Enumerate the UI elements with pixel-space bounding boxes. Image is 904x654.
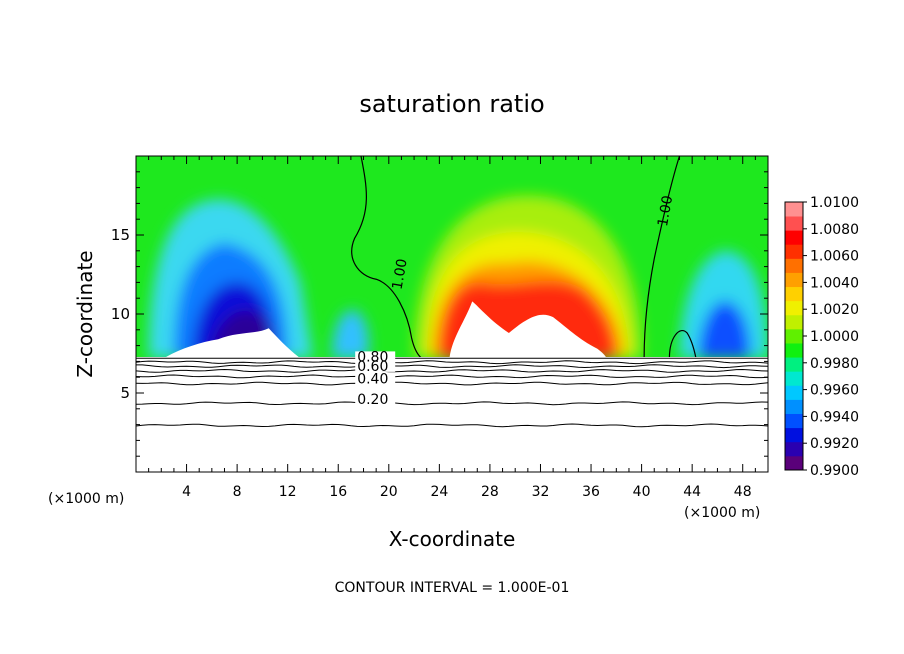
contour-line: [136, 401, 768, 406]
x-unit-label: (×1000 m): [684, 505, 760, 521]
plot-area: 1.00 1.00 0.800.600.40 0.20: [135, 155, 769, 473]
x-tick-label: 24: [430, 484, 448, 500]
colorbar-swatch: [785, 343, 803, 358]
contour-interval-note: CONTOUR INTERVAL = 1.000E-01: [335, 580, 570, 596]
y-tick-label: 5: [120, 384, 130, 402]
chart-title: saturation ratio: [359, 90, 544, 118]
colorbar-swatch: [785, 328, 803, 344]
contour-line: [136, 368, 768, 373]
colorbar-swatch: [785, 202, 803, 217]
contour-line: [136, 374, 768, 379]
colorbar-swatch: [785, 385, 803, 400]
contour-line: [136, 360, 768, 365]
colorbar-swatch: [785, 216, 803, 231]
x-axis-label: X-coordinate: [389, 527, 516, 551]
colorbar: 0.9900 0.9920 0.9940 0.9960 0.9980 1.0000 1.00…: [784, 195, 859, 479]
colorbar-swatch: [785, 230, 803, 245]
colorbar-swatch: [785, 286, 803, 302]
contour-label-bg: [355, 360, 396, 372]
x-tick-label: 28: [481, 484, 499, 500]
colorbar-label: 0.9980: [810, 356, 859, 372]
x-tick-label: 48: [734, 484, 752, 500]
colorbar-swatch: [785, 455, 803, 471]
contour-line: [136, 381, 768, 386]
saturation-field: [136, 156, 768, 357]
x-tick-label: 4: [182, 484, 191, 500]
y-axis-ticks: 5 10 15: [111, 171, 768, 457]
colorbar-label: 0.9960: [810, 383, 859, 399]
y-axis-label: Z-coordinate: [73, 250, 97, 377]
contour-label-bg: [355, 351, 396, 363]
colorbar-label: 0.9920: [810, 436, 859, 452]
field-blob: [331, 310, 369, 357]
colorbar-swatch: [785, 300, 803, 316]
x-tick-label: 36: [582, 484, 600, 500]
undefined-patch: [449, 301, 606, 357]
contour-label: 1.00: [655, 194, 676, 227]
contour-line: [136, 364, 768, 369]
x-tick-label: 44: [683, 484, 701, 500]
colorbar-swatch: [785, 258, 803, 273]
colorbar-swatch: [785, 371, 803, 386]
colorbar-label: 1.0040: [810, 275, 859, 291]
x-tick-label: 8: [233, 484, 242, 500]
colorbar-swatch: [785, 357, 803, 372]
colorbar-label: 1.0000: [810, 329, 859, 345]
colorbar-swatch: [785, 413, 803, 429]
colorbar-label: 1.0020: [810, 302, 859, 318]
contour-label: 0.20: [357, 392, 388, 408]
contour-line-1.00: [643, 156, 681, 357]
field-blob: [698, 301, 751, 357]
colorbar-label: 1.0100: [810, 195, 859, 211]
contour-label-bg: [355, 394, 396, 406]
contour-label: 0.80: [357, 349, 388, 365]
colorbar-swatch: [785, 427, 803, 443]
x-tick-label: 40: [633, 484, 651, 500]
contour-line-1.00: [668, 330, 697, 357]
colorbar-swatch: [785, 244, 803, 259]
x-tick-label: 16: [329, 484, 347, 500]
contour-label: 0.60: [357, 359, 388, 375]
lower-contour-region: [136, 351, 768, 472]
contour-label-bg: [355, 373, 396, 385]
colorbar-label: 1.0060: [810, 249, 859, 265]
undefined-patch: [166, 328, 299, 357]
contour-line: [136, 423, 768, 428]
colorbar-label: 0.9940: [810, 409, 859, 425]
contour-line-1.00: [351, 156, 422, 357]
colorbar-swatch: [785, 314, 803, 330]
x-tick-label: 32: [532, 484, 550, 500]
colorbar-swatch: [785, 399, 803, 414]
x-tick-label: 12: [279, 484, 297, 500]
x-tick-label: 20: [380, 484, 398, 500]
y-tick-label: 10: [111, 305, 130, 323]
contour-label: 0.40: [357, 372, 388, 388]
colorbar-swatch: [785, 272, 803, 288]
colorbar-label: 0.9900: [810, 463, 859, 479]
x-axis-ticks: 4 8 12 16 20 24 28 32 36 40 44 48: [148, 156, 756, 500]
z-unit-label: (×1000 m): [48, 491, 124, 507]
colorbar-label: 1.0080: [810, 222, 859, 238]
contour-label: 1.00: [390, 258, 411, 291]
colorbar-swatch: [785, 441, 803, 457]
y-tick-label: 15: [111, 226, 130, 244]
